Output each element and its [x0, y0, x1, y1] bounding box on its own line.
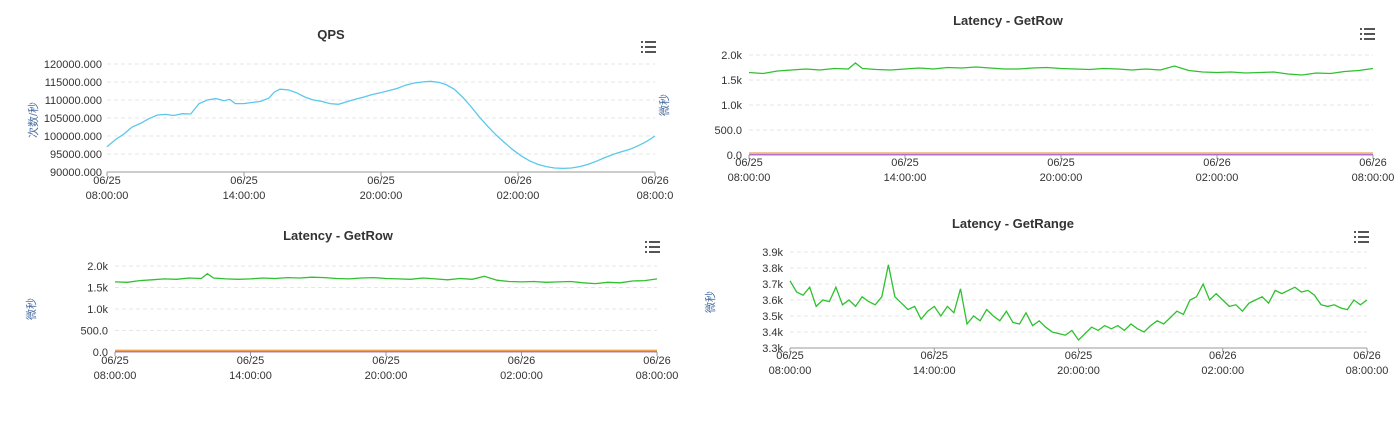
menu-list-icon[interactable] [645, 241, 660, 253]
x-tick-time: 08:00:00 [728, 172, 771, 184]
x-tick-date: 06/26 [1209, 350, 1237, 362]
x-tick-time: 08:00:00 [94, 370, 137, 382]
y-tick-label: 500.0 [714, 125, 742, 137]
x-tick-date: 06/26 [508, 355, 536, 367]
y-tick-label: 90000.000 [50, 167, 102, 179]
y-tick-label: 3.8k [762, 263, 783, 275]
qps-chart-panel: QPS 90000.000 95000.000 100000.000 105000.0… [0, 0, 673, 215]
series-line [106, 80, 656, 170]
chart-title: Latency - GetRange [951, 216, 1075, 231]
chart-title: Latency - GetRow [283, 228, 393, 243]
qps-chart-svg: 90000.000 95000.000 100000.000 105000.000 11… [26, 59, 673, 202]
series-line [789, 264, 1368, 342]
x-tick-time: 14:00:00 [884, 172, 927, 184]
y-tick-label: 3.5k [762, 311, 783, 323]
y-tick-label: 1.0k [721, 100, 742, 112]
x-tick-time: 08:00:00 [1352, 172, 1395, 184]
chart-title: QPS [317, 27, 345, 42]
x-tick-date: 06/25 [93, 175, 121, 187]
menu-list-icon[interactable] [641, 41, 656, 53]
x-tick-time: 20:00:00 [1057, 365, 1100, 377]
getrow-latency-left-panel: Latency - GetRow 0.0 500.0 1.0k 1.5k 2.0k 06/… [0, 215, 678, 422]
x-tick-date: 06/26 [504, 175, 532, 187]
y-tick-label: 3.6k [762, 295, 783, 307]
x-tick-date: 06/25 [920, 350, 948, 362]
getrange-chart-svg: 3.3k 3.4k 3.5k 3.6k 3.7k 3.8k 3.9k 06/25 08:00:0… [703, 247, 1389, 377]
x-tick-time: 20:00:00 [365, 370, 408, 382]
getrow-left-chart-svg: 0.0 500.0 1.0k 1.5k 2.0k 06/25 08:00:00 06/25 14… [24, 261, 678, 382]
x-tick-date: 06/25 [776, 350, 804, 362]
x-tick-time: 02:00:00 [1201, 365, 1244, 377]
x-tick-date: 06/26 [1353, 350, 1381, 362]
x-tick-time: 14:00:00 [229, 370, 272, 382]
y-tick-label: 500.0 [80, 326, 108, 338]
y-tick-label: 95000.000 [50, 149, 102, 161]
x-tick-date: 06/25 [101, 355, 129, 367]
y-tick-label: 0.0 [93, 347, 108, 359]
x-tick-date: 06/25 [237, 355, 265, 367]
x-tick-time: 08:00:00 [636, 370, 679, 382]
x-tick-time: 20:00:00 [1040, 172, 1083, 184]
y-tick-label: 1.0k [87, 304, 108, 316]
y-tick-label: 3.7k [762, 279, 783, 291]
series-line [114, 272, 658, 285]
x-tick-time: 08:00:00 [86, 190, 129, 202]
y-tick-label: 120000.000 [44, 59, 102, 71]
x-tick-time: 02:00:00 [497, 190, 540, 202]
x-tick-time: 20:00:00 [360, 190, 403, 202]
x-tick-date: 06/25 [1047, 157, 1075, 169]
getrow-right-chart-svg: 0.0 500.0 1.0k 1.5k 2.0k 06/25 08:00:00 06/25 14… [657, 50, 1395, 184]
x-tick-date: 06/26 [1203, 157, 1231, 169]
x-tick-date: 06/25 [230, 175, 258, 187]
x-tick-date: 06/25 [735, 157, 763, 169]
y-axis-unit-label: 微秒 [703, 291, 717, 313]
y-tick-label: 100000.000 [44, 131, 102, 143]
x-tick-time: 08:00:0 [637, 190, 674, 202]
x-tick-date: 06/26 [641, 175, 669, 187]
x-tick-date: 06/25 [891, 157, 919, 169]
getrow-latency-right-panel: Latency - GetRow 0.0 500.0 1.0k 1.5k 2.0k 06/… [657, 0, 1400, 205]
x-tick-time: 14:00:00 [223, 190, 266, 202]
y-tick-label: 3.4k [762, 327, 783, 339]
y-tick-label: 110000.000 [45, 95, 102, 107]
y-axis-unit-label: 微秒 [24, 298, 38, 320]
series-line [748, 62, 1374, 76]
x-tick-time: 08:00:00 [769, 365, 812, 377]
getrange-latency-panel: Latency - GetRange 3.3k 3.4k 3.5k 3.6k 3.7k 3… [690, 205, 1400, 422]
y-tick-label: 115000.000 [45, 77, 102, 89]
x-tick-date: 06/26 [643, 355, 671, 367]
menu-list-icon[interactable] [1354, 231, 1369, 243]
y-axis-unit-label: 次数/秒 [26, 102, 40, 138]
y-tick-label: 1.5k [721, 75, 742, 87]
x-tick-time: 02:00:00 [1196, 172, 1239, 184]
y-axis-unit-label: 微秒 [657, 94, 671, 116]
y-tick-label: 3.9k [762, 247, 783, 259]
menu-list-icon[interactable] [1360, 28, 1375, 40]
y-tick-label: 1.5k [87, 283, 108, 295]
chart-title: Latency - GetRow [953, 13, 1063, 28]
x-tick-date: 06/25 [1065, 350, 1093, 362]
x-tick-time: 08:00:00 [1346, 365, 1389, 377]
y-tick-label: 105000.000 [44, 113, 102, 125]
y-tick-label: 2.0k [87, 261, 108, 273]
y-tick-label: 3.3k [762, 343, 783, 355]
x-tick-date: 06/26 [1359, 157, 1387, 169]
x-tick-time: 14:00:00 [913, 365, 956, 377]
y-tick-label: 0.0 [727, 150, 742, 162]
x-tick-time: 02:00:00 [500, 370, 543, 382]
y-tick-label: 2.0k [721, 50, 742, 62]
x-tick-date: 06/25 [372, 355, 400, 367]
x-tick-date: 06/25 [367, 175, 395, 187]
